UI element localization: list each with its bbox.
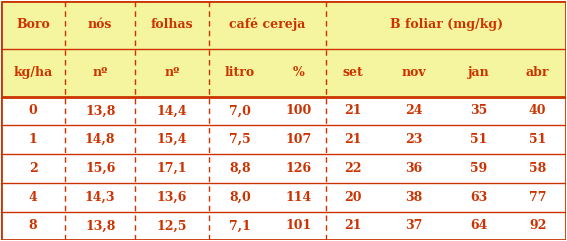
Text: 23: 23 [405,133,422,146]
Text: folhas: folhas [150,18,193,31]
Text: 77: 77 [529,191,547,204]
Text: 58: 58 [529,162,546,175]
Text: 21: 21 [344,104,361,117]
Text: 37: 37 [405,219,422,232]
Text: 8,0: 8,0 [229,191,251,204]
Text: 7,5: 7,5 [229,133,251,146]
Text: 13,8: 13,8 [85,219,116,232]
Text: set: set [342,66,363,79]
Text: nº: nº [92,66,108,79]
Text: jan: jan [468,66,490,79]
Text: 1: 1 [29,133,37,146]
Text: 92: 92 [529,219,547,232]
Text: 114: 114 [285,191,312,204]
Bar [1,1,566,97]
Text: 14,8: 14,8 [85,133,116,146]
Text: 8,8: 8,8 [229,162,251,175]
Text: abr: abr [526,66,549,79]
Text: 35: 35 [470,104,488,117]
Text: 13,6: 13,6 [156,191,187,204]
Text: nov: nov [401,66,426,79]
Text: 4: 4 [29,191,37,204]
Text: 14,4: 14,4 [156,104,187,117]
Text: 17,1: 17,1 [156,162,187,175]
Text: 0: 0 [29,104,37,117]
Text: 64: 64 [470,219,488,232]
Text: 101: 101 [285,219,312,232]
Text: %: % [293,66,304,79]
Text: 2: 2 [29,162,37,175]
Text: 36: 36 [405,162,422,175]
Bar [1,97,566,240]
Text: 8: 8 [29,219,37,232]
Text: 12,5: 12,5 [156,219,187,232]
Text: kg/ha: kg/ha [14,66,53,79]
Text: 21: 21 [344,133,361,146]
Text: 15,4: 15,4 [156,133,187,146]
Text: 7,1: 7,1 [229,219,251,232]
Text: 22: 22 [344,162,361,175]
Text: 21: 21 [344,219,361,232]
Text: 14,3: 14,3 [85,191,116,204]
Text: litro: litro [225,66,255,79]
Text: 15,6: 15,6 [85,162,116,175]
Text: B foliar (mg/kg): B foliar (mg/kg) [390,18,503,31]
Text: 51: 51 [470,133,488,146]
Text: 13,8: 13,8 [85,104,116,117]
Text: 51: 51 [529,133,547,146]
Text: 63: 63 [470,191,488,204]
Text: nós: nós [88,18,112,31]
Text: 59: 59 [470,162,488,175]
Text: café cereja: café cereja [229,18,306,31]
Text: 20: 20 [344,191,361,204]
Text: 107: 107 [285,133,312,146]
Text: 7,0: 7,0 [229,104,251,117]
Text: 100: 100 [285,104,312,117]
Text: 24: 24 [405,104,422,117]
Text: 40: 40 [529,104,547,117]
Text: 126: 126 [286,162,312,175]
Text: nº: nº [164,66,180,79]
Text: 38: 38 [405,191,422,204]
Text: Boro: Boro [16,18,50,31]
